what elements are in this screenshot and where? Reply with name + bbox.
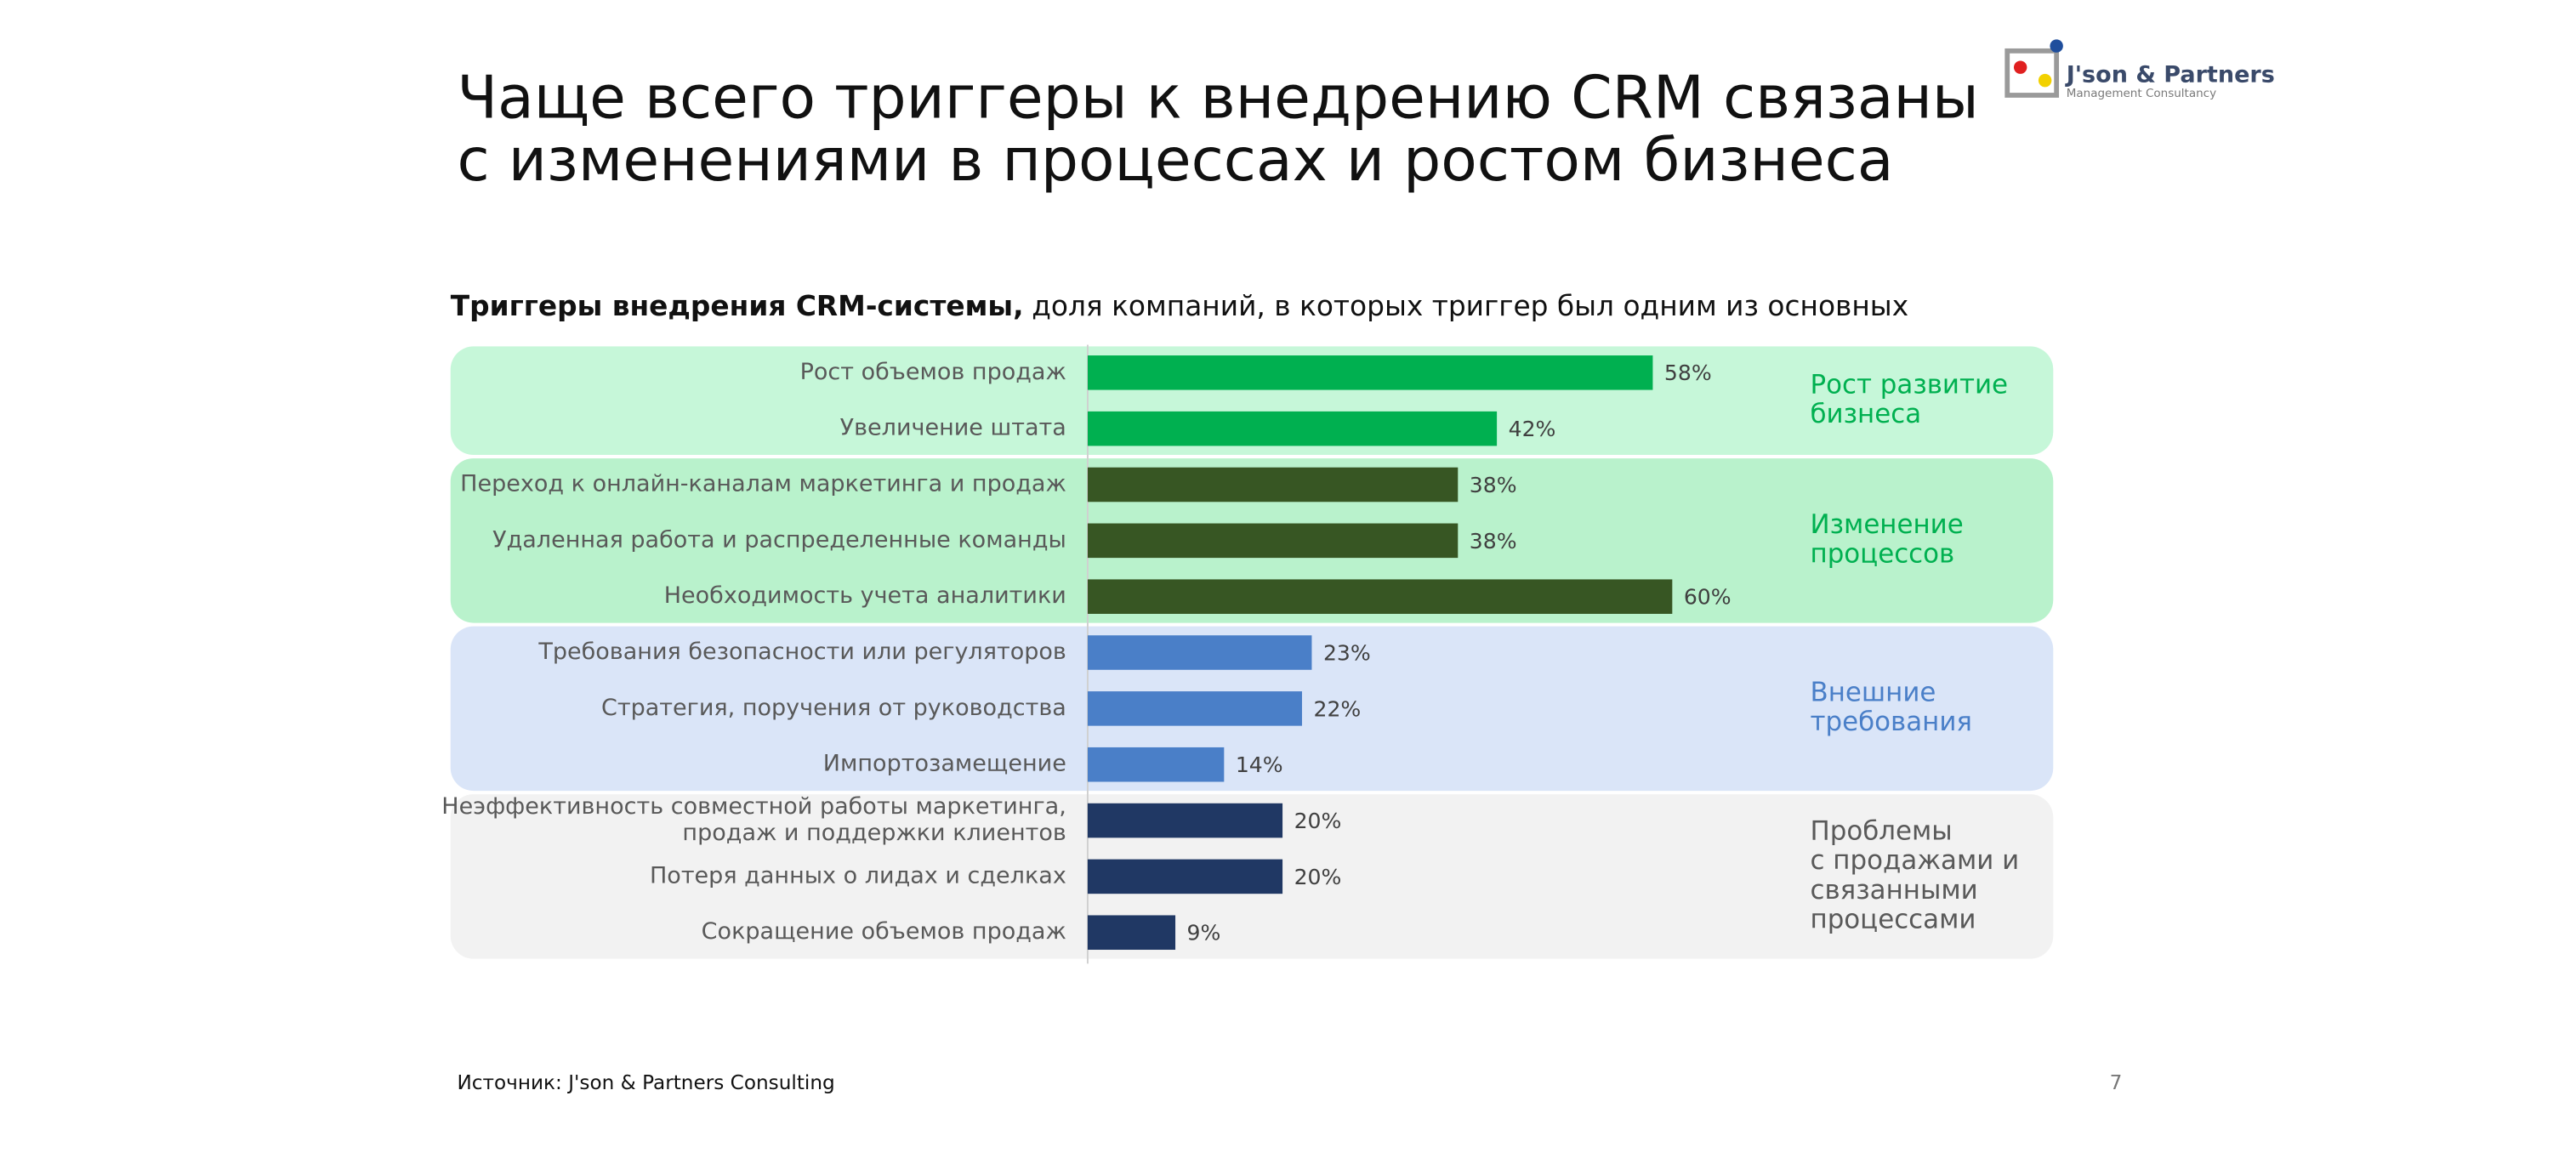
- group-label: процессами: [1811, 905, 1976, 935]
- category-label: продаж и поддержки клиентов: [682, 820, 1066, 846]
- logo-dot: [2038, 73, 2052, 88]
- value-label: 14%: [1236, 752, 1283, 777]
- category-label: Импортозамещение: [823, 751, 1066, 777]
- page-number: 7: [2110, 1071, 2123, 1094]
- logo-frame: [2005, 48, 2060, 98]
- value-label: 23%: [1323, 640, 1371, 665]
- group-label: связанными: [1811, 875, 1978, 906]
- group-label: бизнеса: [1811, 399, 1922, 429]
- group-label: Внешние: [1811, 677, 1936, 707]
- bar: [1087, 747, 1225, 782]
- subtitle-bold: Триггеры внедрения CRM-системы,: [451, 290, 1024, 322]
- bar: [1087, 803, 1283, 838]
- category-label: Рост объемов продаж: [800, 359, 1066, 385]
- value-label: 60%: [1684, 585, 1732, 610]
- title-line: с изменениями в процессах и ростом бизне…: [457, 126, 1893, 195]
- value-label: 20%: [1294, 865, 1342, 889]
- subtitle: Триггеры внедрения CRM-системы, доля комп…: [451, 290, 1908, 322]
- bar: [1087, 859, 1283, 894]
- subtitle-text: доля компаний, в которых триггер был одн…: [1032, 290, 1908, 322]
- group-label: Проблемы: [1811, 815, 1953, 846]
- group-label: Рост развитие: [1811, 369, 2009, 400]
- category-label: Потеря данных о лидах и сделках: [650, 862, 1066, 889]
- bar: [1087, 579, 1673, 614]
- logo-tagline: Management Consultancy: [2067, 87, 2216, 100]
- bar: [1087, 411, 1498, 446]
- group-label: процессов: [1811, 539, 1955, 570]
- bar: [1087, 691, 1302, 726]
- bar: [1087, 523, 1459, 559]
- value-label: 22%: [1313, 696, 1361, 721]
- bar: [1087, 635, 1312, 670]
- value-label: 9%: [1187, 921, 1221, 945]
- category-label: Увеличение штата: [840, 415, 1066, 441]
- logo-dot: [2050, 39, 2063, 53]
- category-label: Удаленная работа и распределенные команд…: [492, 526, 1066, 553]
- value-label: 42%: [1509, 417, 1556, 441]
- category-label: Необходимость учета аналитики: [664, 582, 1066, 609]
- bar: [1087, 355, 1653, 390]
- bar: [1087, 467, 1459, 503]
- category-label: Неэффективность совместной работы маркет…: [441, 793, 1066, 820]
- value-label: 38%: [1470, 529, 1517, 554]
- source: Источник: J'son & Partners Consulting: [457, 1071, 834, 1094]
- logo: J'son & Partners Management Consultancy: [2005, 39, 2275, 100]
- category-label: Сокращение объемов продаж: [702, 918, 1066, 945]
- value-label: 38%: [1470, 473, 1517, 497]
- category-label: Стратегия, поручения от руководства: [601, 695, 1066, 721]
- group-label: требования: [1811, 707, 1972, 737]
- group-label: с продажами и: [1811, 845, 2020, 876]
- category-label: Переход к онлайн-каналам маркетинга и пр…: [460, 470, 1066, 497]
- bar: [1087, 915, 1176, 951]
- value-label: 58%: [1664, 361, 1712, 385]
- group-label: Изменение: [1811, 509, 1964, 540]
- logo-dot: [2013, 60, 2027, 74]
- title-line: Чаще всего триггеры к внедрению CRM связ…: [457, 64, 1978, 133]
- value-label: 20%: [1294, 809, 1342, 833]
- category-label: Требования безопасности или регуляторов: [537, 639, 1066, 665]
- logo-name: J'son & Partners: [2065, 61, 2275, 88]
